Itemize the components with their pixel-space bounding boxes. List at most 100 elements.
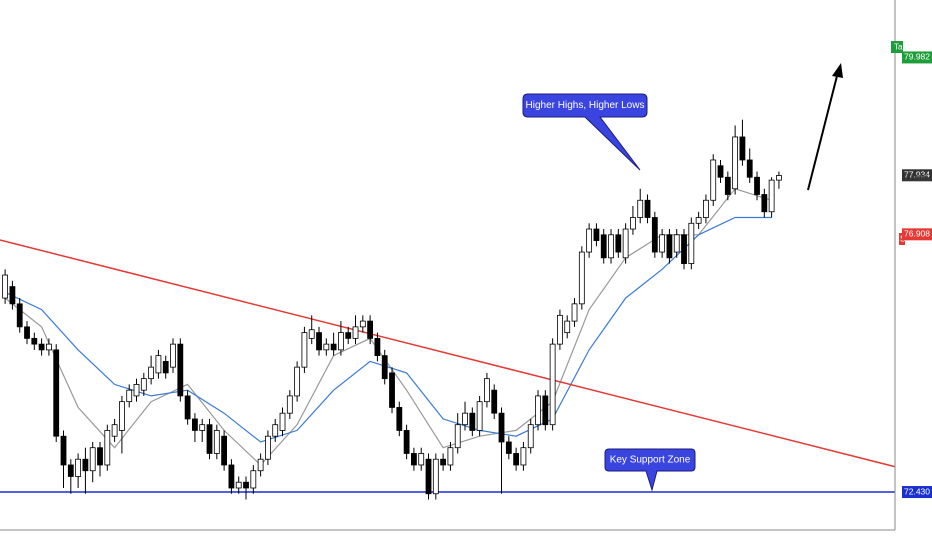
- candle-body: [60, 435, 67, 466]
- candle-body: [411, 453, 417, 466]
- price-tag-label: 77.934: [904, 170, 930, 180]
- candle-body: [89, 447, 96, 472]
- candle-body: [688, 222, 695, 264]
- candle-body: [294, 366, 301, 397]
- callout: [522, 93, 648, 171]
- candle-body: [228, 464, 235, 489]
- price-tag: [902, 169, 932, 182]
- candle-body: [403, 430, 410, 454]
- candle-body: [119, 401, 125, 431]
- candle-body: [82, 458, 89, 472]
- price-tag-label: 72.430: [904, 486, 930, 496]
- candle-body: [126, 389, 133, 403]
- candle-body: [593, 228, 600, 241]
- candle-body: [9, 286, 16, 305]
- candle-body: [206, 424, 213, 454]
- candle-body: [600, 234, 607, 259]
- candle-body: [440, 458, 447, 466]
- candle-body: [31, 337, 38, 345]
- candle-body: [155, 355, 162, 374]
- candle-body: [374, 337, 381, 357]
- price-tag-label: 79.982: [904, 52, 930, 62]
- candle-body: [330, 343, 337, 351]
- callout: [604, 448, 696, 492]
- candle-body: [703, 199, 709, 218]
- line: [0, 239, 896, 468]
- candle-body: [484, 378, 490, 403]
- price-tag-label: 76.908: [904, 229, 930, 239]
- candle-body: [447, 447, 454, 466]
- candle-body: [338, 332, 344, 351]
- candle-body: [724, 176, 731, 195]
- candle-body: [622, 228, 629, 259]
- candle-body: [491, 389, 498, 414]
- price-tag: [902, 486, 932, 499]
- candle-body: [257, 458, 264, 472]
- candle-body: [133, 384, 140, 397]
- candle-body: [666, 234, 673, 259]
- candle-body: [717, 165, 724, 178]
- candle-body: [454, 424, 461, 449]
- price-tag: [902, 228, 932, 241]
- candle-body: [46, 343, 52, 351]
- candle-body: [418, 453, 425, 466]
- candle-body: [323, 343, 330, 351]
- candle-body: [578, 251, 585, 305]
- candle-body: [651, 217, 658, 253]
- candle-body: [192, 418, 198, 431]
- candle-body: [498, 412, 505, 443]
- callout-text: Key Support Zone: [610, 455, 691, 466]
- candle-body: [535, 395, 541, 426]
- candle-body: [396, 407, 403, 431]
- lines: [0, 188, 896, 493]
- candle-body: [352, 326, 359, 339]
- candle-body: [462, 412, 468, 426]
- candle-body: [104, 430, 111, 466]
- arrow-head: [832, 63, 843, 78]
- candle-body: [250, 470, 257, 489]
- candle-body: [695, 217, 702, 224]
- candle-body: [111, 424, 118, 437]
- candle-body: [513, 453, 520, 466]
- candle-body: [367, 320, 374, 339]
- candle-body: [148, 366, 155, 380]
- candle-body: [316, 332, 322, 351]
- candle-body: [673, 234, 680, 253]
- line: [4, 188, 772, 466]
- candle-body: [53, 349, 60, 437]
- candle-body: [659, 234, 666, 253]
- candle-body: [542, 395, 549, 426]
- candle-body: [213, 430, 220, 454]
- candle-body: [425, 458, 432, 495]
- candle-body: [739, 136, 746, 161]
- candle-body: [67, 464, 74, 477]
- side-tag-text: Ta: [894, 43, 903, 52]
- candle-body: [732, 136, 739, 190]
- candle-body: [476, 401, 483, 431]
- callout-text: Higher Highs, Higher Lows: [526, 100, 645, 111]
- candle-body: [243, 481, 249, 489]
- candle-body: [221, 435, 228, 466]
- candles: [2, 119, 782, 500]
- candle-body: [170, 343, 176, 368]
- candle-body: [345, 332, 352, 339]
- candle-body: [557, 314, 563, 345]
- candle-body: [184, 395, 191, 420]
- candle-body: [389, 372, 395, 408]
- line: [4, 216, 772, 443]
- candle-body: [272, 424, 279, 437]
- candle-body: [469, 412, 476, 431]
- candle-body: [24, 326, 30, 339]
- candle-body: [359, 320, 366, 328]
- candle-body: [710, 159, 717, 201]
- side-tag: [891, 41, 903, 53]
- price-tag: [902, 51, 932, 64]
- candle-body: [16, 303, 23, 328]
- candle-body: [768, 179, 775, 213]
- candle-body: [564, 320, 571, 334]
- candle-body: [608, 234, 614, 259]
- candle-body: [75, 458, 82, 477]
- arrow: [807, 71, 839, 191]
